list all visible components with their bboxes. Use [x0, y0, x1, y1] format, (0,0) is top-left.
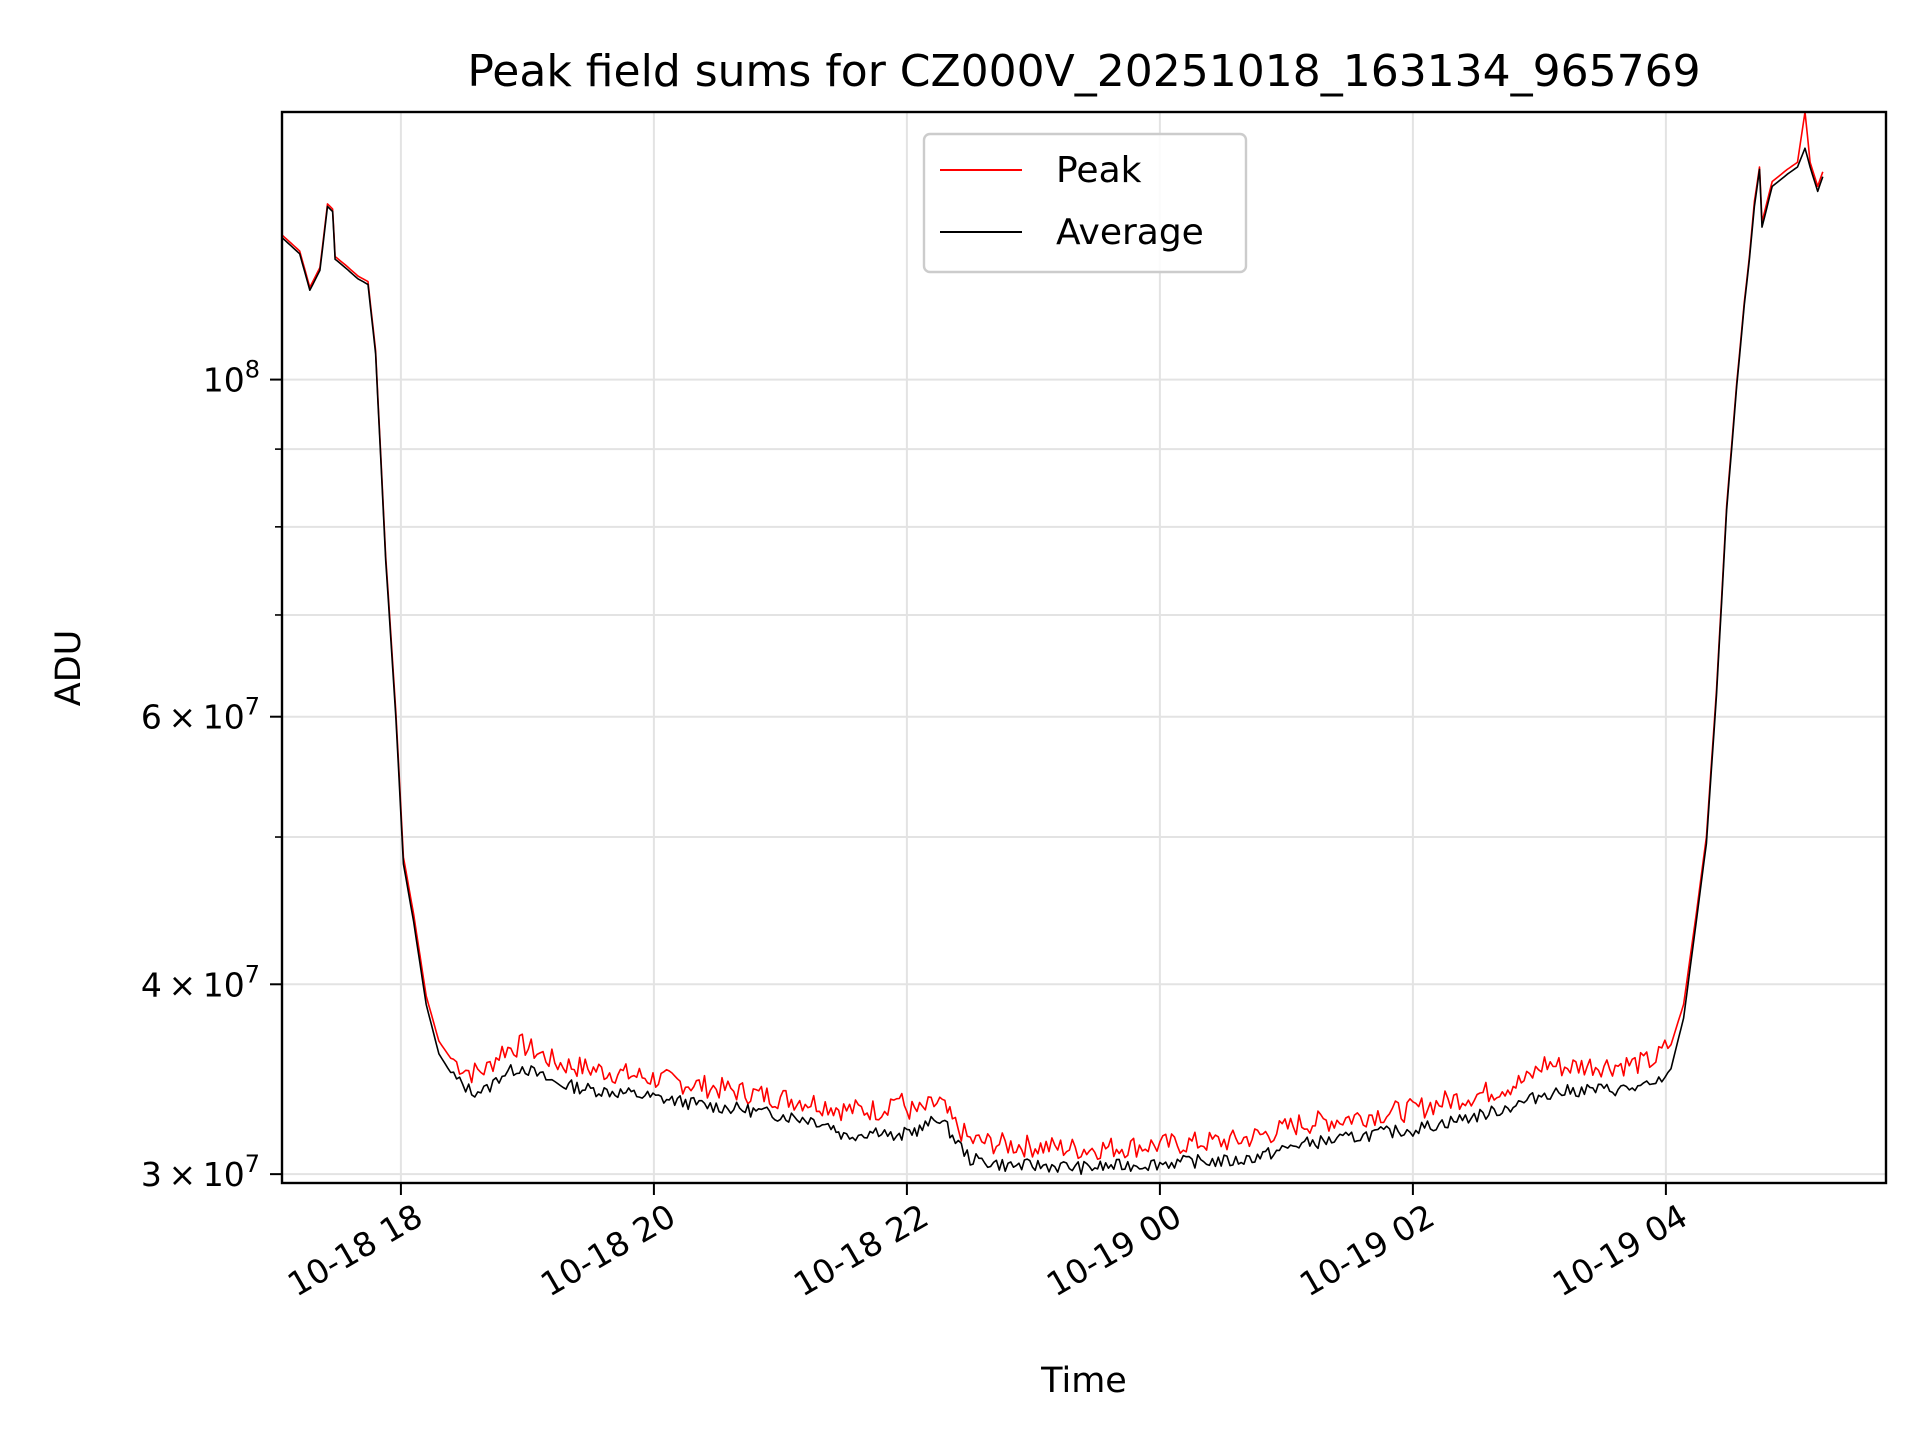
y-tick-label: 3 × 107 — [141, 1150, 260, 1194]
chart-title: Peak field sums for CZ000V_20251018_1631… — [467, 46, 1700, 97]
plot-frame — [280, 110, 1888, 1185]
y-axis-title: ADU — [49, 630, 89, 707]
series-line-average — [281, 147, 1824, 1175]
legend-box — [922, 132, 1248, 274]
grid — [282, 112, 1886, 1183]
legend-peak-label: Peak — [1056, 150, 1142, 191]
y-tick-label: 108 — [203, 356, 260, 400]
legend: Peak Average — [922, 132, 1248, 274]
x-axis-title: Time — [1040, 1361, 1127, 1401]
series-layer — [281, 111, 1824, 1175]
legend-average-label: Average — [1056, 212, 1204, 253]
y-tick-label: 6 × 107 — [141, 693, 260, 737]
series-line-peak — [281, 111, 1824, 1160]
y-tick-label: 4 × 107 — [141, 960, 260, 1004]
